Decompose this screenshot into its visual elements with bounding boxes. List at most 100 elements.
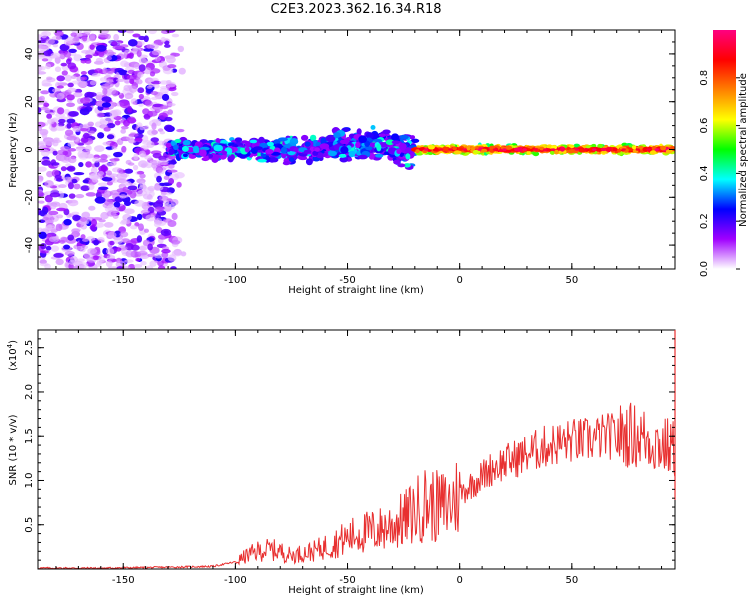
heatmap-cell	[543, 148, 548, 151]
heatmap-cell	[80, 71, 87, 75]
heatmap-cell	[470, 146, 476, 150]
heatmap-cell	[55, 223, 63, 232]
heatmap-cell	[452, 146, 457, 151]
heatmap-cell	[121, 145, 127, 153]
heatmap-cell	[119, 100, 131, 109]
y-tick-label: 20	[24, 95, 35, 108]
heatmap-cell	[54, 66, 62, 73]
heatmap-cell	[49, 92, 59, 98]
heatmap-cell	[63, 218, 72, 226]
heatmap-cell	[38, 219, 46, 223]
heatmap-cell	[338, 153, 347, 158]
heatmap-cell	[116, 188, 127, 193]
heatmap-cell	[277, 137, 288, 142]
heatmap-cell	[654, 148, 659, 151]
heatmap-cell	[113, 237, 124, 245]
heatmap-cell	[158, 195, 169, 201]
heatmap-cell	[176, 128, 185, 133]
heatmap-cell	[64, 250, 75, 256]
heatmap-cell	[79, 127, 89, 132]
heatmap-cell	[51, 162, 60, 166]
heatmap-cell	[127, 105, 133, 113]
heatmap-cell	[60, 166, 67, 172]
heatmap-cell	[98, 33, 110, 38]
heatmap-cell	[52, 140, 59, 147]
heatmap-cell	[106, 255, 116, 260]
heatmap-cell	[133, 152, 139, 161]
heatmap-cell	[102, 88, 108, 96]
heatmap-cell	[382, 129, 391, 135]
heatmap-cell	[72, 91, 83, 98]
heatmap-cell	[89, 80, 97, 86]
heatmap-cell	[48, 236, 60, 243]
snr-background	[38, 330, 675, 569]
heatmap-cell	[59, 43, 70, 51]
heatmap-cell	[133, 63, 140, 70]
heatmap-cell	[348, 150, 356, 158]
heatmap-cell	[170, 239, 181, 245]
heatmap-cell	[140, 163, 147, 169]
heatmap-cell	[457, 147, 464, 151]
heatmap-cell	[364, 140, 371, 147]
heatmap-cell	[149, 71, 156, 77]
heatmap-cell	[477, 148, 482, 151]
heatmap-cell	[81, 212, 91, 218]
heatmap-cell	[113, 77, 119, 83]
heatmap-cell	[103, 221, 114, 228]
heatmap-cell	[54, 174, 62, 180]
heatmap-cell	[67, 87, 77, 93]
heatmap-cell	[116, 172, 128, 180]
heatmap-cell	[98, 30, 110, 35]
heatmap-cell	[76, 80, 88, 88]
heatmap-cell	[288, 157, 295, 163]
heatmap-cell	[56, 85, 64, 89]
heatmap-cell	[81, 49, 91, 54]
heatmap-cell	[95, 44, 107, 52]
heatmap-cell	[375, 153, 384, 158]
heatmap-cell	[303, 149, 312, 154]
heatmap-cell	[90, 219, 98, 227]
heatmap-cell	[566, 146, 571, 151]
heatmap-cell	[423, 148, 429, 151]
heatmap-cell	[492, 148, 498, 151]
x-tick-label: -100	[224, 275, 247, 286]
heatmap-cell	[144, 155, 152, 160]
heatmap-cell	[149, 159, 161, 164]
heatmap-cell	[665, 149, 673, 154]
svg-text:(x104): (x104)	[6, 340, 19, 371]
heatmap-cell	[42, 216, 49, 221]
heatmap-cell	[309, 134, 317, 142]
snr-scale-close: )	[8, 340, 19, 344]
heatmap-cell	[111, 89, 119, 97]
heatmap-cell	[43, 102, 50, 107]
heatmap-cell	[282, 160, 291, 166]
heatmap-cell	[171, 250, 183, 257]
heatmap-cell	[97, 132, 105, 139]
heatmap-cell	[54, 56, 61, 64]
heatmap-cell	[62, 150, 69, 156]
heatmap-cell	[121, 180, 132, 186]
heatmap-cell	[107, 231, 117, 239]
heatmap-cell	[124, 49, 131, 55]
heatmap-cell	[154, 206, 164, 213]
heatmap-cell	[40, 90, 50, 95]
x-tick-label: 50	[565, 575, 578, 586]
heatmap-cell	[64, 176, 72, 182]
heatmap-cell	[128, 133, 139, 138]
heatmap-cell	[80, 245, 89, 250]
heatmap-cell	[168, 178, 175, 185]
heatmap-cell	[123, 200, 131, 207]
snr-panel: -150 -100 -50 0 50 0.5 1.0 1.5 2.0 2.5 Height of…	[6, 329, 676, 596]
heatmap-cell	[154, 56, 161, 62]
heatmap-cell	[72, 37, 80, 42]
heatmap-cell	[41, 159, 52, 166]
heatmap-cell	[319, 143, 330, 149]
heatmap-cell	[124, 168, 134, 174]
heatmap-cell	[147, 253, 156, 258]
heatmap-cell	[258, 136, 265, 144]
heatmap-cell	[88, 183, 95, 190]
heatmap-cell	[157, 159, 169, 166]
heatmap-cell	[164, 40, 170, 45]
heatmap-cell	[559, 148, 565, 151]
heatmap-cell	[283, 144, 292, 149]
